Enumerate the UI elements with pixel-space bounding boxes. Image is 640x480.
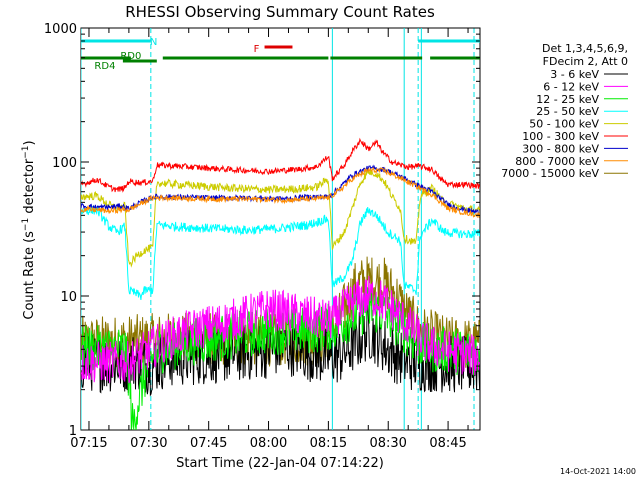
series-line-2 xyxy=(81,286,480,430)
legend-entry-label: 300 - 800 keV xyxy=(522,142,599,155)
x-tick-label: 07:15 xyxy=(70,436,107,451)
legend-entry-label: 100 - 300 keV xyxy=(522,130,599,143)
chart-title: RHESSI Observing Summary Count Rates xyxy=(125,3,435,21)
y-tick-label: 10 xyxy=(60,290,77,305)
flag-label-n: N xyxy=(150,37,157,48)
series-line-5 xyxy=(81,137,480,193)
legend-entry-label: 50 - 100 keV xyxy=(529,118,599,131)
series-line-1 xyxy=(81,275,480,384)
x-tick-label: 08:45 xyxy=(429,436,466,451)
y-tick-label: 100 xyxy=(52,156,77,171)
y-axis: 1 10 100 1000 xyxy=(44,22,480,439)
y-axis-label: Count Rate (s−1 detector−1) xyxy=(21,140,37,319)
legend-header-line-2: FDecim 2, Att 0 xyxy=(543,55,628,68)
legend-entry-label: 3 - 6 keV xyxy=(550,68,599,81)
legend-entry-label: 25 - 50 keV xyxy=(536,105,599,118)
series-line-4 xyxy=(81,168,480,268)
x-axis-label: Start Time (22-Jan-04 07:14:22) xyxy=(176,456,384,471)
observing-flags: NFRD0RD4 xyxy=(81,37,480,72)
legend-entry-label: 7000 - 15000 keV xyxy=(501,167,599,180)
y-tick-label: 1 xyxy=(69,424,77,439)
x-tick-label: 07:45 xyxy=(190,436,227,451)
footer-date: 14-Oct-2021 14:00 xyxy=(560,467,636,476)
legend-header-line-1: Det 1,3,4,5,6,9, xyxy=(542,42,628,55)
flag-label-rd4: RD4 xyxy=(94,61,115,72)
x-tick-label: 07:30 xyxy=(130,436,167,451)
legend: Det 1,3,4,5,6,9, FDecim 2, Att 0 3 - 6 k… xyxy=(501,42,628,180)
legend-entry-label: 6 - 12 keV xyxy=(543,80,599,93)
x-tick-label: 08:15 xyxy=(310,436,347,451)
x-tick-label: 08:00 xyxy=(250,436,287,451)
series-lines xyxy=(81,137,480,430)
series-line-7 xyxy=(81,167,480,219)
x-tick-label: 08:30 xyxy=(369,436,406,451)
flag-label-f: F xyxy=(254,44,260,55)
series-line-3 xyxy=(81,205,480,300)
y-tick-label: 1000 xyxy=(44,22,77,37)
x-axis: 07:15 07:30 07:45 08:00 08:15 08:30 08:45 xyxy=(70,28,469,451)
legend-entry-label: 12 - 25 keV xyxy=(536,93,599,106)
legend-entry-label: 800 - 7000 keV xyxy=(515,155,599,168)
